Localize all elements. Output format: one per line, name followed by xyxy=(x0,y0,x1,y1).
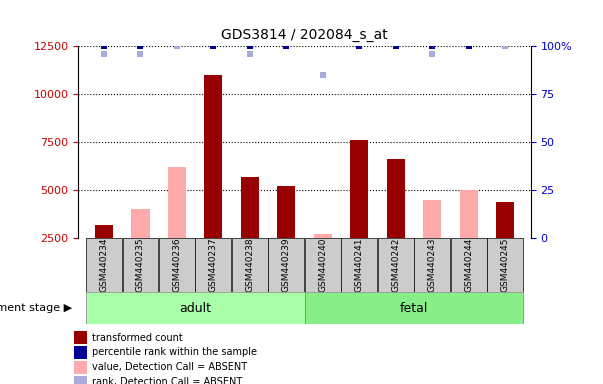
Bar xyxy=(131,209,150,238)
Bar xyxy=(159,238,195,292)
Text: development stage ▶: development stage ▶ xyxy=(0,303,72,313)
Bar xyxy=(195,238,231,292)
Bar xyxy=(204,75,223,238)
Bar xyxy=(341,238,377,292)
Text: GSM440244: GSM440244 xyxy=(464,238,473,292)
Bar xyxy=(86,292,305,324)
Text: rank, Detection Call = ABSENT: rank, Detection Call = ABSENT xyxy=(92,377,242,384)
Bar xyxy=(168,167,186,238)
Text: GSM440236: GSM440236 xyxy=(172,238,182,292)
Bar xyxy=(350,140,368,238)
Text: GSM440234: GSM440234 xyxy=(99,238,109,292)
Bar xyxy=(423,200,441,238)
Text: GSM440235: GSM440235 xyxy=(136,238,145,292)
Bar xyxy=(74,346,87,359)
Bar xyxy=(378,238,414,292)
Text: value, Detection Call = ABSENT: value, Detection Call = ABSENT xyxy=(92,362,247,372)
Text: transformed count: transformed count xyxy=(92,333,183,343)
Bar xyxy=(487,238,523,292)
Bar xyxy=(122,238,158,292)
Text: fetal: fetal xyxy=(400,302,428,314)
Bar xyxy=(451,238,487,292)
Bar xyxy=(305,238,341,292)
Title: GDS3814 / 202084_s_at: GDS3814 / 202084_s_at xyxy=(221,28,388,42)
Text: GSM440241: GSM440241 xyxy=(355,238,364,292)
Text: GSM440245: GSM440245 xyxy=(500,238,510,292)
Text: GSM440237: GSM440237 xyxy=(209,238,218,292)
Bar xyxy=(305,292,523,324)
Bar xyxy=(387,159,405,238)
Text: GSM440239: GSM440239 xyxy=(282,238,291,292)
Bar xyxy=(74,376,87,384)
Bar xyxy=(414,238,450,292)
Bar xyxy=(86,238,122,292)
Text: percentile rank within the sample: percentile rank within the sample xyxy=(92,348,257,358)
Bar xyxy=(74,331,87,344)
Bar xyxy=(459,190,478,238)
Bar xyxy=(74,361,87,374)
Bar xyxy=(232,238,268,292)
Bar xyxy=(314,234,332,238)
Bar xyxy=(95,225,113,238)
Bar xyxy=(241,177,259,238)
Text: GSM440242: GSM440242 xyxy=(391,238,400,292)
Text: GSM440240: GSM440240 xyxy=(318,238,327,292)
Text: adult: adult xyxy=(179,302,211,314)
Bar xyxy=(496,202,514,238)
Bar xyxy=(268,238,304,292)
Text: GSM440243: GSM440243 xyxy=(428,238,437,292)
Text: GSM440238: GSM440238 xyxy=(245,238,254,292)
Bar xyxy=(277,186,295,238)
